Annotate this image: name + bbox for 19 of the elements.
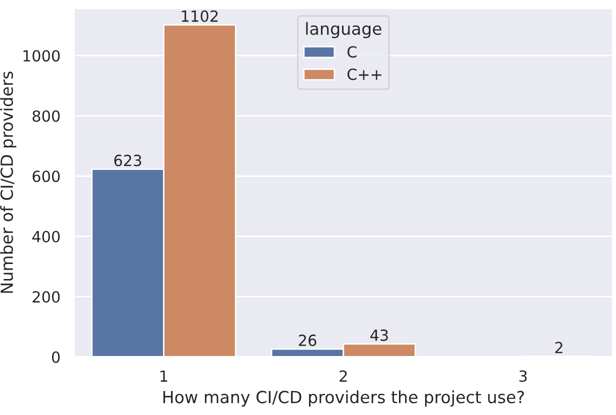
data-label: 43 [370, 329, 388, 341]
data-label: 2 [555, 342, 562, 354]
data-label: 26 [298, 334, 316, 346]
y-tick-label: 600 [32, 170, 60, 182]
x-tick-label: 1 [160, 370, 168, 382]
y-tick-label: 1000 [24, 50, 60, 62]
x-tick-label: 2 [340, 370, 347, 382]
y-tick-label: 400 [32, 230, 60, 242]
data-label: 1102 [182, 10, 218, 22]
y-axis-title: Number of CI/CD providers [0, 72, 16, 293]
y-tick-label: 0 [52, 351, 60, 363]
y-tick-label: 800 [32, 110, 60, 122]
legend-label: C++ [348, 68, 382, 80]
y-tick-label: 200 [32, 291, 60, 303]
x-axis-title: How many CI/CD providers the project use? [163, 390, 524, 407]
legend-title: language [306, 22, 382, 38]
legend-label: C [348, 46, 357, 58]
x-tick-label: 3 [519, 370, 527, 382]
data-label: 623 [114, 154, 142, 166]
